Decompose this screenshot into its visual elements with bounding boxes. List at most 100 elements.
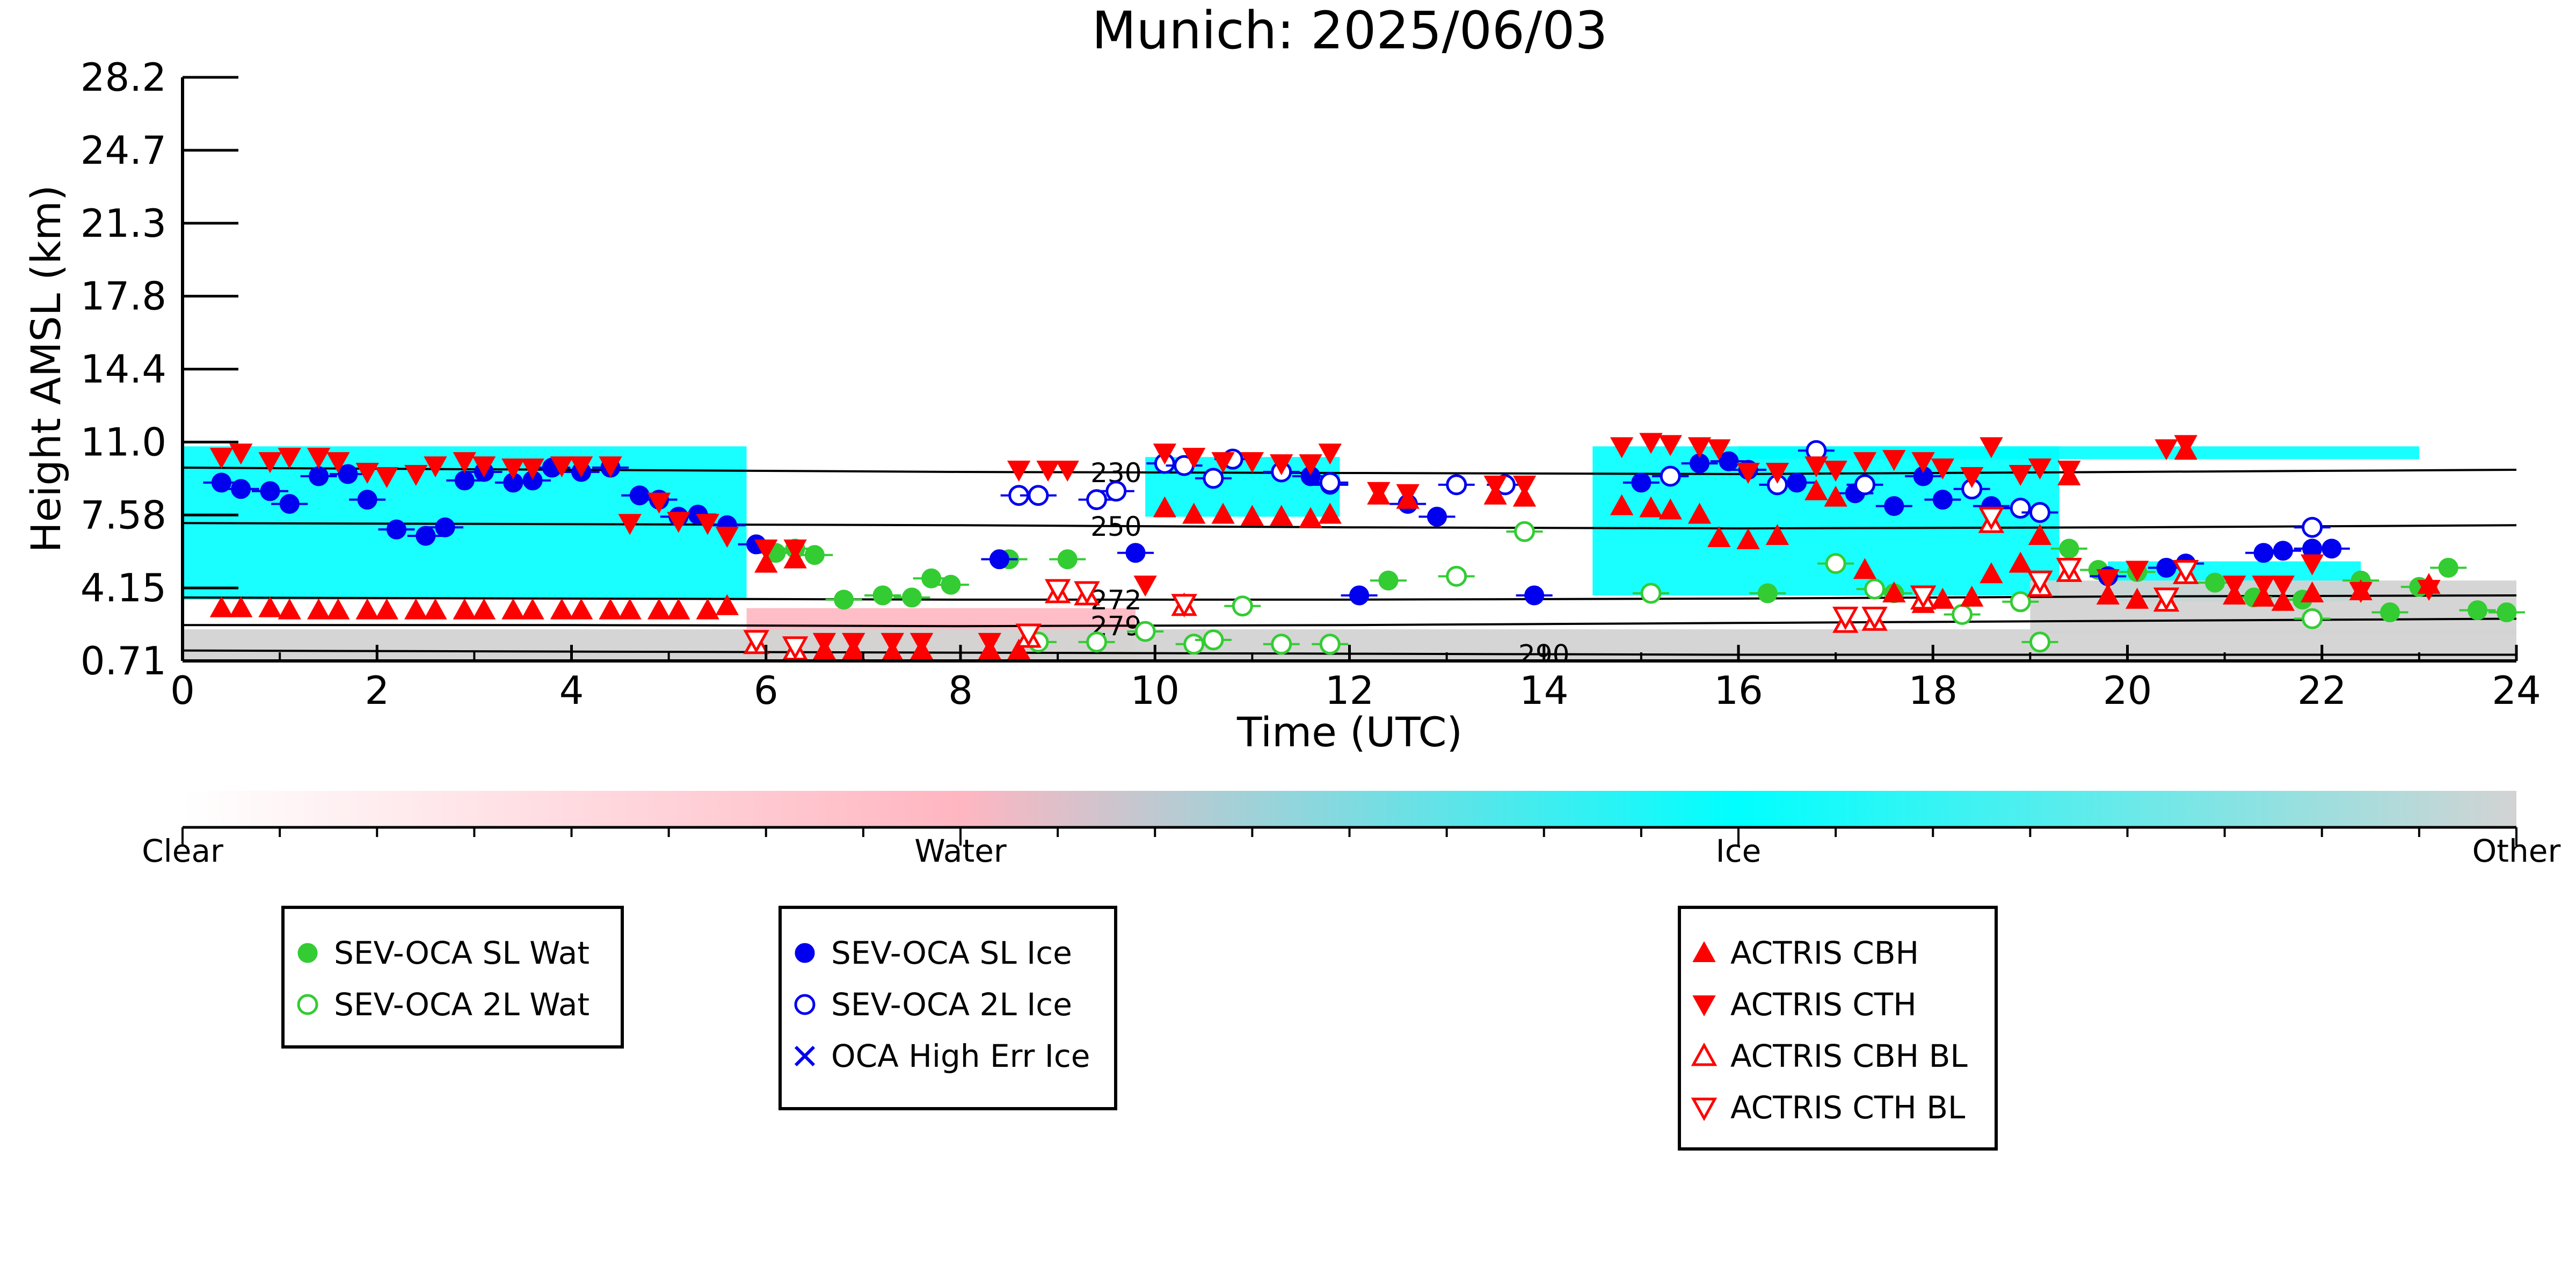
- point-5-41: [1610, 494, 1634, 515]
- legend-marker-2-3: [1691, 1097, 1718, 1122]
- point-6-26: [881, 632, 904, 654]
- point-5-48: [1804, 479, 1828, 500]
- x-tick-label-14: 14: [1519, 668, 1569, 713]
- point-0-10: [1378, 570, 1399, 591]
- point-2-1: [231, 479, 251, 499]
- point-5-36: [1318, 503, 1342, 524]
- point-5-47: [1765, 524, 1789, 545]
- point-5-13: [521, 598, 544, 620]
- point-6-5: [326, 452, 350, 474]
- point-5-49: [1824, 485, 1847, 507]
- point-6-71: [2417, 580, 2441, 601]
- point-2-9: [435, 517, 455, 537]
- point-5-14: [550, 598, 574, 620]
- point-5-57: [2028, 524, 2052, 545]
- point-6-46: [1658, 435, 1682, 456]
- legend-marker-1-0: [795, 943, 815, 963]
- point-5-5: [326, 598, 350, 620]
- point-6-10: [453, 452, 476, 474]
- point-2-24: [1125, 543, 1146, 563]
- legend-label-1-0: SEV-OCA SL Ice: [831, 935, 1072, 971]
- point-6-64: [2155, 439, 2178, 461]
- point-5-60: [2125, 587, 2149, 609]
- point-6-63: [2125, 561, 2149, 582]
- colorbar-ticks: Clear Water Ice Other: [142, 827, 2560, 869]
- point-2-6: [357, 490, 377, 510]
- y-tick-label-6: 21.3: [81, 201, 166, 246]
- point-0-3: [834, 590, 854, 610]
- point-2-43: [2156, 557, 2177, 578]
- point-1-9: [1514, 521, 1536, 542]
- point-6-19: [667, 512, 690, 533]
- point-6-53: [1853, 452, 1877, 474]
- y-tick-label-8: 28.2: [81, 55, 166, 100]
- x-tick-label-24: 24: [2492, 668, 2541, 713]
- point-6-39: [1318, 443, 1342, 465]
- point-6-51: [1804, 456, 1828, 478]
- point-2-7: [386, 519, 406, 540]
- point-1-2: [1134, 621, 1156, 642]
- point-2-28: [1427, 506, 1447, 527]
- point-6-4: [307, 448, 331, 469]
- point-0-2: [804, 545, 825, 565]
- point-8-10: [2027, 570, 2053, 594]
- legend-box-2: SEV-OCA SL Ice SEV-OCA 2L Ice OCA High Err…: [778, 906, 1117, 1110]
- point-6-13: [521, 459, 544, 480]
- point-6-11: [472, 456, 496, 478]
- point-5-44: [1687, 503, 1712, 524]
- point-6-16: [599, 456, 622, 478]
- x-tick-label-16: 16: [1714, 668, 1763, 713]
- colorbar-label-ice: Ice: [1716, 833, 1762, 869]
- point-6-59: [2009, 464, 2032, 486]
- point-8-9: [1978, 506, 2005, 530]
- point-8-4: [1074, 581, 1100, 605]
- point-8-7: [1861, 606, 1888, 630]
- contour-label-272: 272: [1090, 585, 1141, 616]
- point-5-6: [355, 598, 379, 620]
- colorbar-label-clear: Clear: [142, 833, 223, 869]
- point-6-27: [909, 632, 934, 654]
- point-6-66: [2223, 576, 2246, 597]
- point-6-22: [754, 539, 778, 561]
- point-6-52: [1824, 461, 1847, 482]
- point-6-7: [375, 467, 399, 489]
- legend-marker-1-2: [794, 1045, 816, 1067]
- point-6-25: [842, 632, 865, 654]
- contour-line-272: [183, 594, 2516, 601]
- x-tick-label-8: 8: [948, 668, 973, 713]
- point-5-54: [1960, 585, 1984, 607]
- point-8-12: [2153, 587, 2180, 612]
- point-6-21: [715, 527, 739, 548]
- point-5-2: [258, 596, 282, 617]
- point-1-6: [1271, 634, 1292, 655]
- legend-label-1-1: SEV-OCA 2L Ice: [831, 986, 1072, 1023]
- point-0-24: [2497, 602, 2517, 623]
- point-6-36: [1240, 452, 1264, 474]
- point-6-69: [2300, 554, 2324, 576]
- point-0-9: [1057, 549, 1078, 570]
- point-8-11: [2056, 557, 2083, 581]
- point-1-14: [2010, 591, 2031, 613]
- point-6-23: [783, 539, 807, 561]
- point-3-3: [1105, 481, 1127, 502]
- x-tick-label-18: 18: [1908, 668, 1958, 713]
- point-2-40: [1932, 490, 1953, 510]
- point-6-37: [1270, 454, 1293, 476]
- point-3-1: [1028, 485, 1049, 506]
- point-6-14: [550, 456, 574, 478]
- legend-label-1-2: OCA High Err Ice: [831, 1038, 1090, 1074]
- point-5-33: [1240, 505, 1264, 526]
- legend-frame-1: [281, 906, 624, 1049]
- point-6-43: [1512, 475, 1537, 497]
- series-sev-oca-sl-ice: [203, 451, 2350, 606]
- point-6-67: [2252, 576, 2275, 597]
- point-1-11: [1825, 553, 1846, 574]
- point-3-2: [1086, 489, 1108, 511]
- point-5-15: [569, 598, 593, 620]
- point-6-57: [1960, 467, 1984, 489]
- point-6-20: [696, 514, 719, 535]
- point-1-5: [1232, 595, 1253, 617]
- point-3-12: [1660, 465, 1681, 487]
- colorbar-label-other: Other: [2472, 833, 2561, 869]
- colorbar-gradient: [183, 791, 2516, 827]
